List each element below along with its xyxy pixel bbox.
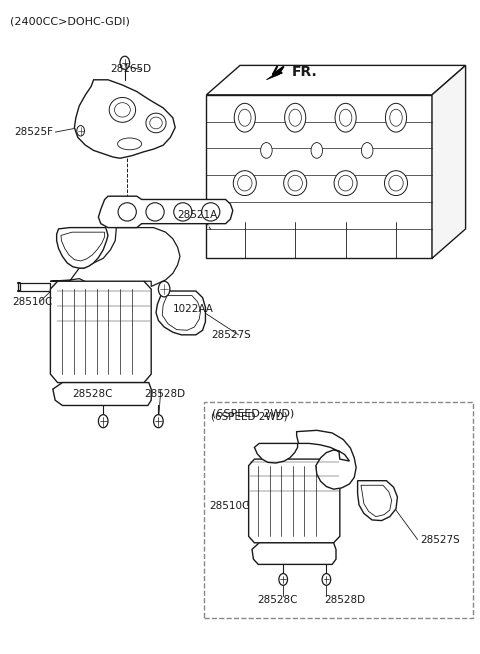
- Circle shape: [322, 574, 331, 585]
- Circle shape: [77, 126, 84, 136]
- Ellipse shape: [384, 171, 408, 196]
- Text: 28527S: 28527S: [420, 534, 460, 545]
- Ellipse shape: [288, 175, 302, 191]
- Polygon shape: [358, 481, 397, 521]
- Ellipse shape: [389, 175, 403, 191]
- Ellipse shape: [334, 171, 357, 196]
- Ellipse shape: [150, 117, 162, 129]
- Text: FR.: FR.: [291, 65, 317, 79]
- Ellipse shape: [284, 171, 307, 196]
- Circle shape: [361, 143, 373, 158]
- Ellipse shape: [118, 138, 142, 150]
- Bar: [204, 402, 473, 618]
- Polygon shape: [297, 430, 356, 489]
- Ellipse shape: [202, 203, 220, 221]
- Ellipse shape: [233, 171, 256, 196]
- Circle shape: [261, 143, 272, 158]
- Ellipse shape: [115, 103, 130, 117]
- Ellipse shape: [118, 203, 136, 221]
- Ellipse shape: [174, 203, 192, 221]
- Polygon shape: [254, 443, 298, 463]
- Ellipse shape: [146, 113, 166, 133]
- Text: 1022AA: 1022AA: [173, 304, 214, 315]
- Polygon shape: [156, 291, 205, 335]
- Circle shape: [234, 103, 255, 132]
- Circle shape: [311, 143, 323, 158]
- Ellipse shape: [109, 97, 135, 122]
- Polygon shape: [50, 228, 180, 291]
- Polygon shape: [206, 95, 432, 258]
- Text: 28510C: 28510C: [12, 297, 52, 307]
- Text: 28165D: 28165D: [110, 64, 152, 75]
- Text: 28510C: 28510C: [209, 500, 249, 511]
- Circle shape: [339, 109, 352, 126]
- Text: 28528D: 28528D: [324, 595, 365, 606]
- Circle shape: [98, 415, 108, 428]
- Polygon shape: [266, 68, 283, 80]
- Ellipse shape: [338, 175, 353, 191]
- Polygon shape: [20, 283, 50, 291]
- Polygon shape: [361, 485, 392, 517]
- Circle shape: [335, 103, 356, 132]
- Text: 28527S: 28527S: [211, 330, 251, 340]
- Polygon shape: [252, 543, 336, 564]
- Circle shape: [158, 281, 170, 297]
- Polygon shape: [432, 65, 466, 258]
- Polygon shape: [162, 296, 201, 330]
- Text: 28528C: 28528C: [257, 595, 297, 606]
- Text: (2400CC>DOHC-GDI): (2400CC>DOHC-GDI): [10, 16, 130, 26]
- Polygon shape: [98, 196, 233, 228]
- Circle shape: [154, 415, 163, 428]
- Polygon shape: [53, 383, 151, 405]
- Polygon shape: [206, 65, 466, 95]
- Text: 28528D: 28528D: [144, 388, 185, 399]
- Circle shape: [289, 109, 301, 126]
- Circle shape: [385, 103, 407, 132]
- Text: (6SPEED 2WD): (6SPEED 2WD): [212, 408, 294, 419]
- Text: 28521A: 28521A: [178, 209, 218, 220]
- Text: (6SPEED 2WD): (6SPEED 2WD): [211, 411, 288, 422]
- Polygon shape: [57, 228, 108, 268]
- Circle shape: [120, 56, 130, 69]
- Circle shape: [390, 109, 402, 126]
- Ellipse shape: [146, 203, 164, 221]
- Polygon shape: [50, 281, 151, 383]
- Text: 28528C: 28528C: [72, 388, 112, 399]
- Polygon shape: [74, 80, 175, 158]
- Circle shape: [285, 103, 306, 132]
- Circle shape: [279, 574, 288, 585]
- Polygon shape: [249, 459, 340, 543]
- Ellipse shape: [238, 175, 252, 191]
- Circle shape: [239, 109, 251, 126]
- Polygon shape: [61, 232, 105, 261]
- Text: 28525F: 28525F: [14, 127, 53, 137]
